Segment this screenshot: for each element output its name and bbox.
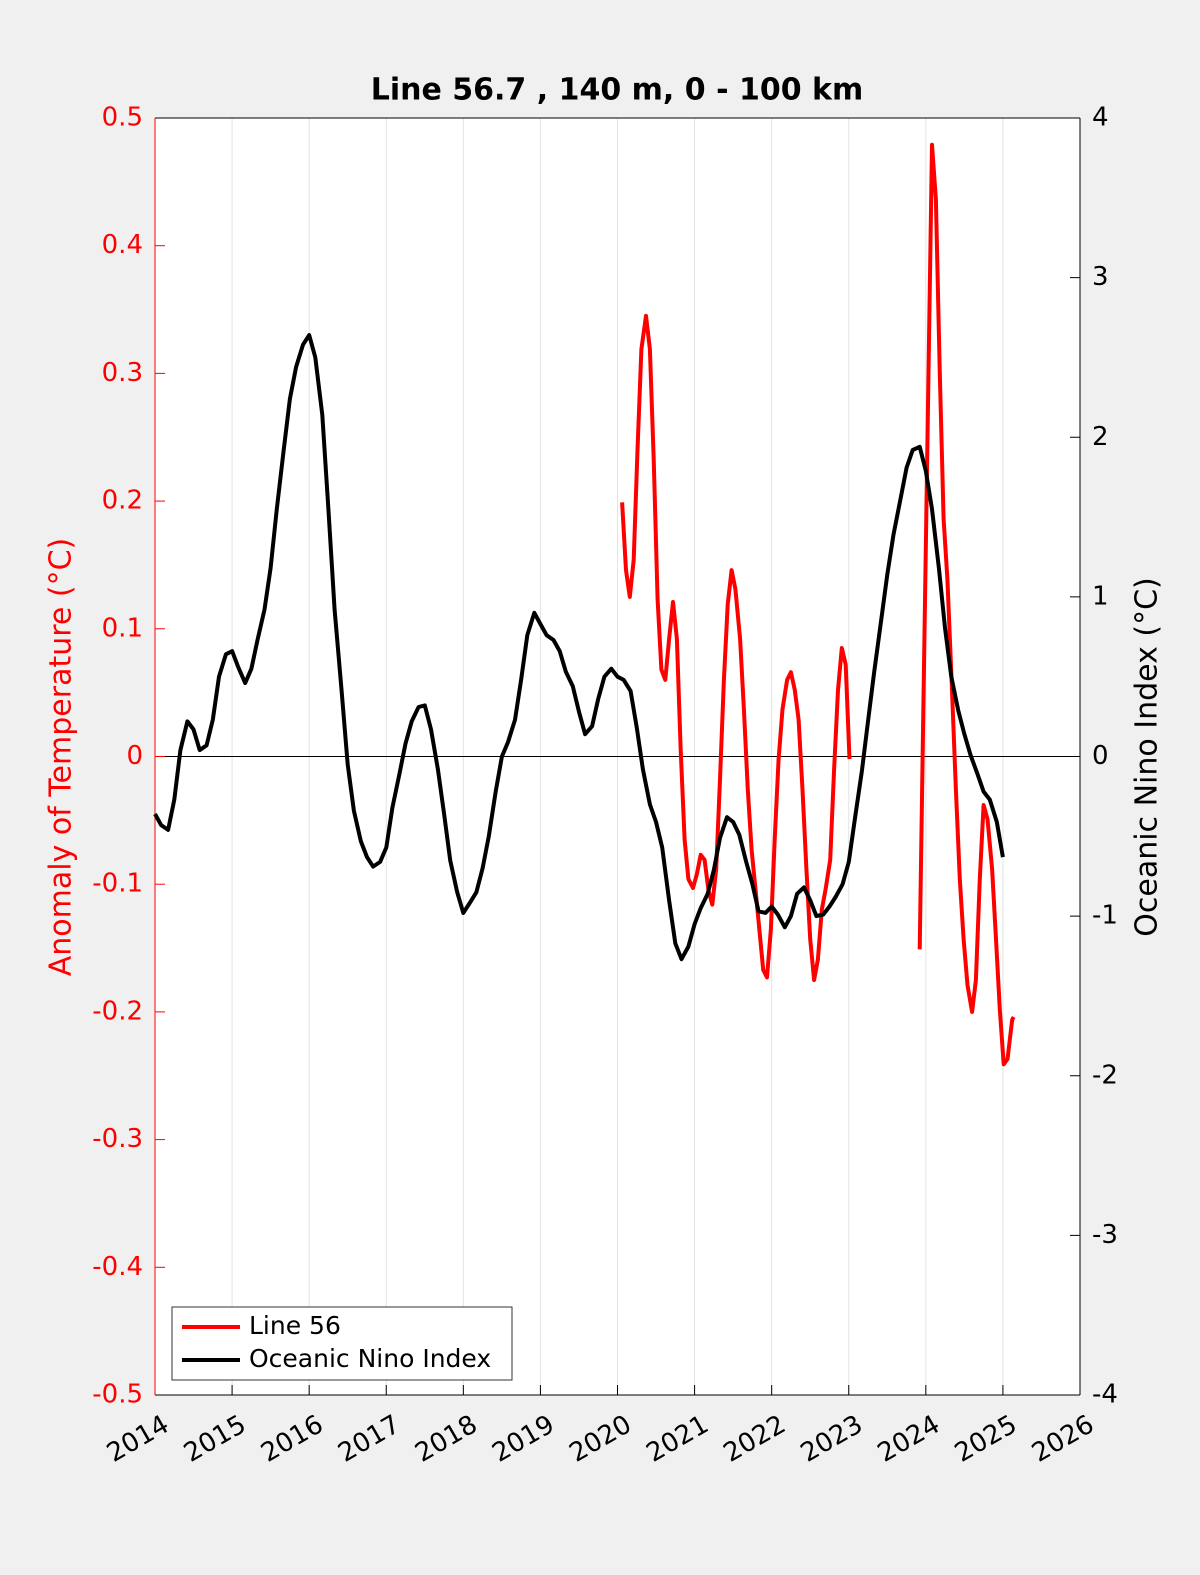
series-line (620, 142, 1016, 1067)
x-tick-label: 2026 (1027, 1410, 1099, 1469)
x-tick-label: 2023 (796, 1410, 868, 1469)
y-tick-label: -0.3 (92, 1124, 143, 1154)
y-axis-label: Anomaly of Temperature (°C) (44, 538, 79, 977)
x-tick-label: 2024 (873, 1410, 945, 1469)
y-tick-label: 0.5 (102, 103, 143, 133)
y-tick-label: 0.4 (102, 230, 143, 260)
y2-tick-label: 0 (1092, 741, 1109, 771)
y-tick-label: -0.5 (92, 1380, 143, 1410)
y2-tick-label: 2 (1092, 422, 1109, 452)
x-tick-label: 2020 (564, 1410, 636, 1469)
x-tick-label: 2017 (333, 1410, 405, 1469)
y-tick-label: -0.2 (92, 996, 143, 1026)
legend-label: Oceanic Nino Index (249, 1344, 491, 1373)
y-tick-label: 0.2 (102, 486, 143, 516)
y-tick-label: 0 (126, 741, 143, 771)
y-tick-label: -0.4 (92, 1252, 143, 1282)
series-line (153, 333, 1005, 962)
y2-tick-label: -4 (1092, 1380, 1118, 1410)
y-tick-label: 0.1 (102, 613, 143, 643)
y2-tick-label: 4 (1092, 103, 1109, 133)
x-tick-label: 2025 (950, 1410, 1022, 1469)
y2-axis-label: Oceanic Nino Index (°C) (1130, 577, 1165, 937)
legend-label: Line 56 (249, 1311, 341, 1340)
y2-tick-label: -1 (1092, 901, 1118, 931)
x-tick-label: 2018 (410, 1410, 482, 1469)
x-tick-label: 2016 (256, 1410, 328, 1469)
y2-tick-label: -2 (1092, 1060, 1118, 1090)
y2-tick-label: 1 (1092, 581, 1109, 611)
x-tick-label: 2015 (179, 1410, 251, 1469)
legend-box (171, 1306, 513, 1381)
y2-tick-label: 3 (1092, 262, 1109, 292)
x-tick-label: 2019 (487, 1410, 559, 1469)
x-tick-label: 2021 (642, 1410, 714, 1469)
legend: Line 56 Oceanic Nino Index (171, 1306, 513, 1381)
y-tick-label: -0.1 (92, 869, 143, 899)
x-tick-label: 2022 (719, 1410, 791, 1469)
y2-tick-label: -3 (1092, 1220, 1118, 1250)
x-tick-label: 2014 (102, 1410, 174, 1469)
y-tick-label: 0.3 (102, 358, 143, 388)
chart-title: Line 56.7 , 140 m, 0 - 100 km (371, 73, 864, 108)
